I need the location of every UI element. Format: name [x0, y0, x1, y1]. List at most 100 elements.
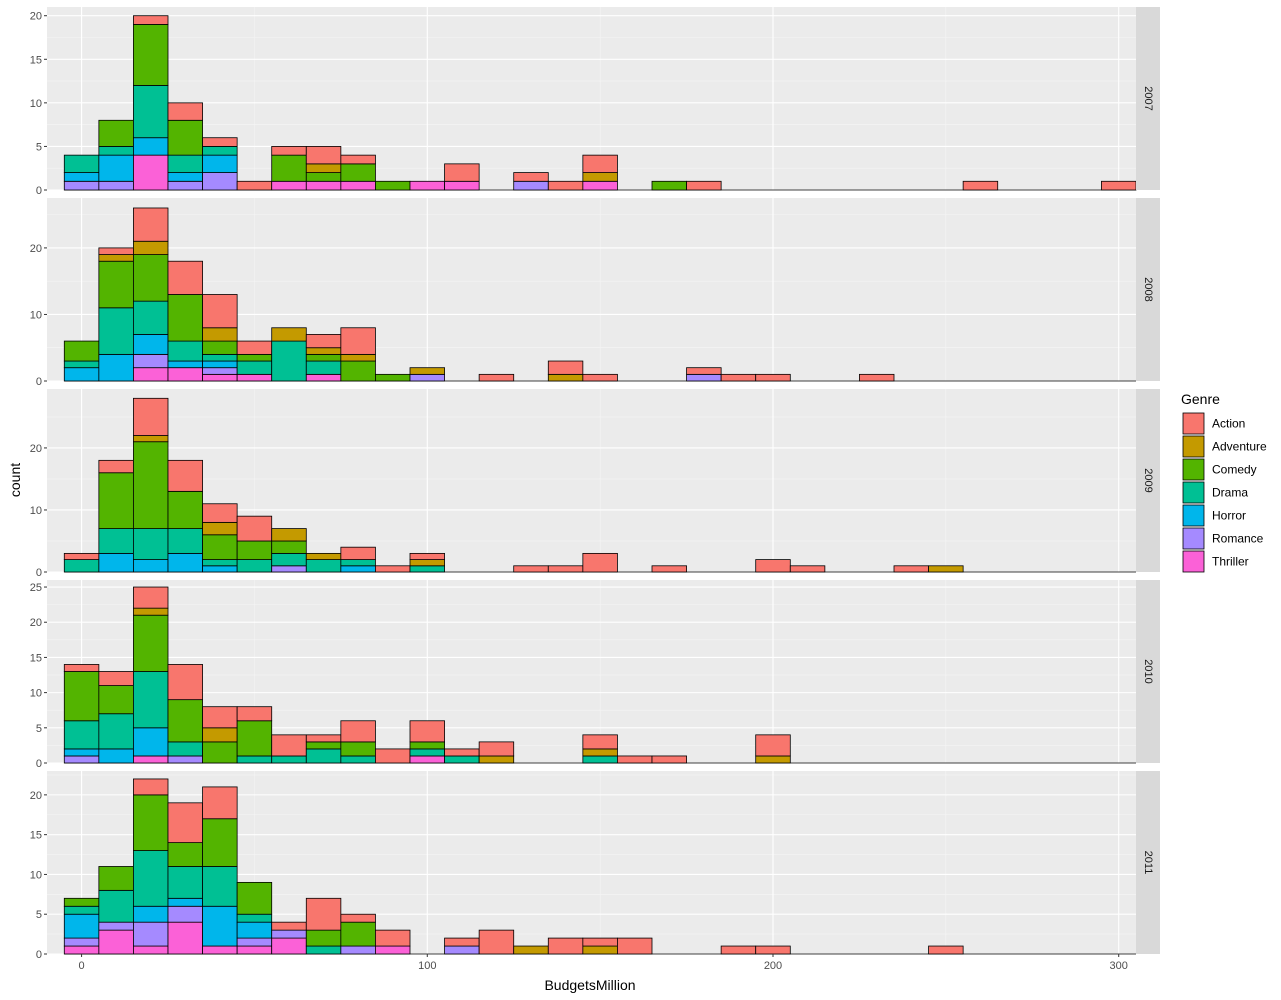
bar-adventure	[305, 163, 342, 173]
facet-strip-label: 2011	[1142, 851, 1154, 875]
bar-thriller	[236, 945, 273, 955]
bar-action	[202, 294, 238, 329]
y-tick-label: 20	[30, 243, 42, 255]
bar-action	[582, 937, 618, 947]
bar-romance	[409, 373, 445, 382]
bar-drama	[340, 559, 376, 567]
bar-drama	[582, 755, 618, 764]
bar-comedy	[236, 881, 273, 915]
legend-item-comedy: Comedy	[1182, 458, 1257, 481]
bar-adventure	[133, 607, 169, 616]
bar-action	[305, 734, 342, 743]
bar-comedy	[167, 294, 203, 342]
bar-adventure	[98, 254, 134, 262]
bar-action	[617, 755, 653, 764]
facet-panel-2007: 0 5 10 15 20 2007	[30, 7, 1160, 197]
bar-action	[1101, 180, 1137, 191]
facet-panel-2009: 0 10 20 2009	[30, 389, 1160, 579]
x-tick-label: 300	[1110, 960, 1128, 972]
bar-adventure	[478, 755, 515, 764]
bar-drama	[305, 748, 342, 764]
bar-action	[375, 565, 411, 573]
bar-drama	[167, 741, 203, 757]
bar-action	[789, 565, 826, 573]
bar-action	[236, 706, 273, 722]
bar-horror	[133, 727, 169, 757]
bar-action	[444, 163, 480, 182]
bar-comedy	[167, 699, 203, 743]
bar-drama	[271, 340, 307, 382]
bar-horror	[133, 137, 169, 156]
bar-horror	[167, 172, 203, 182]
bar-action	[133, 586, 169, 609]
bar-adventure	[305, 552, 342, 560]
bar-horror	[98, 552, 134, 573]
y-tick-label: 10	[30, 505, 42, 517]
bar-action	[98, 671, 134, 686]
bar-adventure	[409, 367, 445, 375]
bar-action	[271, 921, 307, 931]
bar-drama	[63, 154, 100, 173]
bar-drama	[133, 850, 169, 907]
bar-drama	[98, 713, 134, 750]
legend-item-adventure: Adventure	[1182, 435, 1267, 458]
bar-comedy	[202, 741, 238, 764]
x-tick-label: 0	[79, 960, 85, 972]
facet-panel-2008: 0 10 20 2008	[30, 198, 1160, 388]
bar-drama	[202, 353, 238, 362]
bar-comedy	[305, 172, 342, 182]
bar-action	[375, 748, 411, 764]
bar-adventure	[305, 347, 342, 355]
bar-thriller	[444, 180, 480, 191]
bar-drama	[409, 565, 445, 573]
bar-romance	[271, 929, 307, 939]
bar-action	[98, 247, 134, 255]
bar-action	[236, 340, 273, 355]
bar-action	[305, 897, 342, 931]
bar-action	[582, 552, 618, 573]
bar-action	[202, 786, 238, 820]
bar-comedy	[236, 353, 273, 362]
bar-action	[63, 664, 100, 672]
bar-adventure	[271, 528, 307, 542]
bar-action	[893, 565, 929, 573]
bar-action	[513, 565, 549, 573]
y-tick-label: 0	[36, 567, 42, 579]
bar-action	[478, 741, 515, 757]
bar-action	[720, 373, 757, 382]
bar-drama	[444, 755, 480, 764]
facet-strip-label: 2008	[1142, 277, 1154, 301]
bar-drama	[167, 528, 203, 554]
bar-thriller	[375, 945, 411, 955]
bar-comedy	[305, 741, 342, 750]
bar-thriller	[98, 929, 134, 955]
facet-panel-2010: 0 5 10 15 20 25 2010	[30, 580, 1160, 770]
bar-drama	[133, 671, 169, 729]
bar-horror	[167, 897, 203, 907]
legend-key-action	[1182, 412, 1205, 435]
bar-comedy	[167, 119, 203, 156]
bar-action	[98, 459, 134, 474]
bar-action	[202, 706, 238, 729]
bar-thriller	[167, 367, 203, 382]
legend-label: Thriller	[1212, 555, 1249, 569]
y-tick-label: 10	[30, 309, 42, 321]
facet-strip	[1136, 389, 1160, 572]
bar-drama	[236, 913, 273, 923]
bar-action	[686, 367, 722, 375]
bar-action	[271, 734, 307, 757]
bar-horror	[202, 905, 238, 947]
bar-drama	[271, 552, 307, 567]
bar-romance	[202, 172, 238, 191]
bar-horror	[98, 748, 134, 764]
facet-panel-2011: 0 5 10 15 20 2011	[30, 771, 1160, 961]
x-tick-label: 200	[764, 960, 782, 972]
bar-horror	[340, 565, 376, 573]
bar-comedy	[375, 373, 411, 382]
x-tick-label: 100	[418, 960, 436, 972]
bar-drama	[202, 866, 238, 907]
bar-thriller	[167, 921, 203, 955]
bar-drama	[98, 528, 134, 554]
bar-comedy	[167, 490, 203, 529]
y-tick-label: 0	[36, 949, 42, 961]
